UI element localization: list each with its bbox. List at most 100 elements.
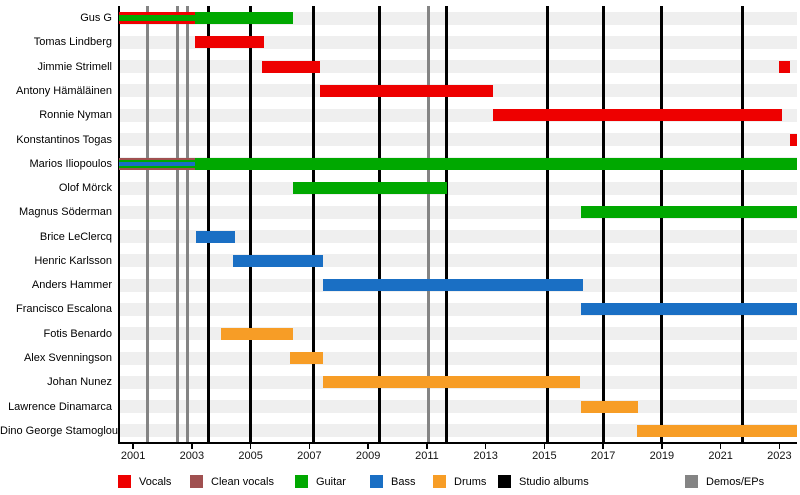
studio-album-line <box>206 6 210 443</box>
member-label: Gus G <box>80 12 112 25</box>
axis-tick <box>367 444 369 449</box>
member-label: Lawrence Dinamarca <box>8 400 112 413</box>
row-stripe <box>118 424 797 438</box>
bar-bass <box>581 303 797 316</box>
year-label: 2005 <box>238 450 263 462</box>
row-stripe <box>118 400 797 414</box>
member-label: Jimmie Strimell <box>37 60 112 73</box>
year-label: 2013 <box>473 450 498 462</box>
member-label: Francisco Escalona <box>16 303 112 316</box>
legend-label: Clean vocals <box>211 476 274 488</box>
row-stripe <box>118 35 797 49</box>
axis-tick <box>308 444 311 449</box>
year-label: 2007 <box>297 450 322 462</box>
year-label: 2023 <box>767 450 792 462</box>
year-label: 2021 <box>708 450 733 462</box>
member-label: Brice LeClercq <box>39 230 112 243</box>
legend-label: Studio albums <box>519 476 589 488</box>
x-axis-line <box>117 442 797 444</box>
member-label: Olof Mörck <box>58 182 112 195</box>
year-label: 2019 <box>649 450 675 462</box>
year-label: 2003 <box>179 450 205 462</box>
axis-tick <box>778 444 781 449</box>
bar-drums <box>581 400 639 413</box>
year-label: 2009 <box>355 450 381 462</box>
bar-vocals <box>492 109 783 122</box>
legend-swatch-vocals <box>118 475 131 488</box>
year-label: 2017 <box>590 450 616 462</box>
row-stripe <box>118 133 797 147</box>
member-label: Alex Svenningson <box>23 352 112 365</box>
bar-guitar <box>194 157 797 170</box>
row-stripe <box>118 351 797 365</box>
demo-ep-line <box>175 6 179 443</box>
studio-album-line <box>601 6 605 443</box>
legend-label: Vocals <box>139 476 172 488</box>
studio-album-line <box>378 6 382 443</box>
row-stripe <box>118 230 797 244</box>
bar-guitar <box>194 12 294 25</box>
legend-swatch-demos_eps <box>685 475 698 488</box>
bar-vocals <box>194 36 264 49</box>
bar-drums <box>322 376 580 389</box>
axis-tick <box>484 444 487 449</box>
bar-guitar <box>581 206 797 219</box>
bar-drums <box>636 424 797 437</box>
bar-bass <box>322 279 583 292</box>
member-label: Marios Iliopoulos <box>29 157 112 170</box>
axis-tick <box>719 444 722 449</box>
legend-label: Demos/EPs <box>706 476 765 488</box>
member-label: Henric Karlsson <box>34 254 112 267</box>
axis-tick <box>543 444 546 449</box>
row-stripe <box>118 181 797 195</box>
member-label: Magnus Söderman <box>19 206 112 219</box>
legend-label: Drums <box>454 476 487 488</box>
member-label: Antony Hämäläinen <box>15 84 112 97</box>
demo-ep-line <box>426 6 430 443</box>
bar-drums <box>290 352 323 365</box>
axis-tick <box>426 444 428 449</box>
legend-swatch-studio_albums <box>498 475 511 488</box>
studio-album-line <box>545 6 549 443</box>
axis-tick <box>661 444 663 449</box>
member-label: Anders Hammer <box>31 279 112 292</box>
member-label: Fotis Benardo <box>43 327 112 340</box>
member-label: Dino George Stamoglou <box>0 424 119 437</box>
legend-swatch-bass <box>370 475 383 488</box>
member-label: Tomas Lindberg <box>33 36 112 49</box>
row-stripe <box>118 60 797 74</box>
demo-ep-line <box>186 6 190 443</box>
axis-tick <box>191 444 193 449</box>
bar-bass <box>118 162 195 166</box>
axis-tick <box>249 444 252 449</box>
studio-album-line <box>249 6 253 443</box>
bar-vocals <box>789 133 797 146</box>
bar-vocals <box>319 84 493 97</box>
member-label: Ronnie Nyman <box>39 109 112 122</box>
bar-vocals <box>262 60 320 73</box>
studio-album-line <box>312 6 316 443</box>
member-label: Johan Nunez <box>47 376 112 389</box>
legend-swatch-clean_vocals <box>190 475 203 488</box>
year-label: 2011 <box>415 450 439 462</box>
member-label: Konstantinos Togas <box>16 133 112 146</box>
bar-vocals <box>779 60 790 73</box>
row-stripe <box>118 327 797 341</box>
bar-bass <box>196 230 235 243</box>
year-label: 2015 <box>532 450 557 462</box>
studio-album-line <box>741 6 745 443</box>
legend-label: Bass <box>391 476 416 488</box>
bar-drums <box>221 327 294 340</box>
studio-album-line <box>444 6 448 443</box>
legend-swatch-guitar <box>295 475 308 488</box>
demo-ep-line <box>146 6 150 443</box>
y-axis-line <box>117 6 120 443</box>
row-stripe <box>118 254 797 268</box>
bar-guitar <box>293 182 448 195</box>
bar-bass <box>233 254 323 267</box>
legend-swatch-drums <box>433 475 446 488</box>
legend-label: Guitar <box>316 476 346 488</box>
axis-tick <box>132 444 134 449</box>
year-label: 2001 <box>120 450 146 462</box>
